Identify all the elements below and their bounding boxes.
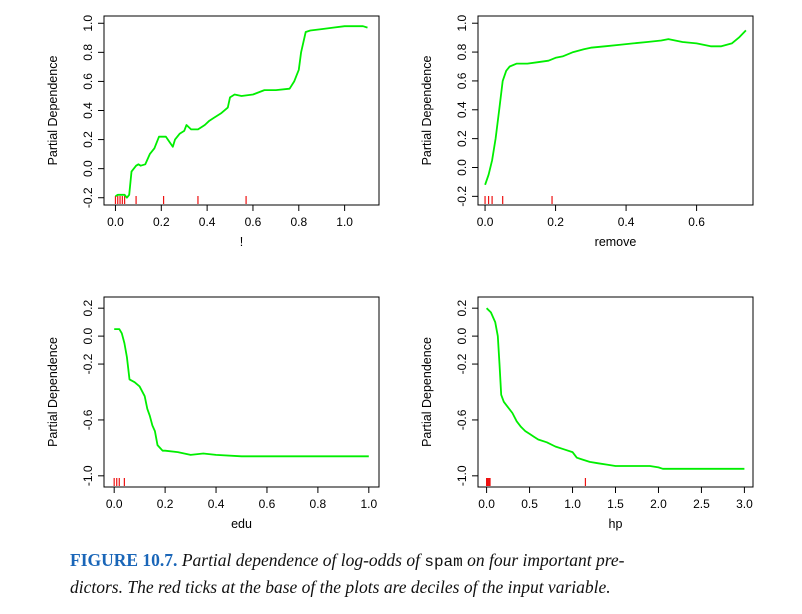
caption-text-after: on four important pre-	[467, 550, 625, 570]
y-axis-label: Partial Dependence	[46, 337, 60, 447]
x-tick-label: 0.5	[521, 497, 538, 511]
x-tick-label: 0.0	[107, 215, 124, 229]
x-tick-label: 1.0	[564, 497, 581, 511]
x-tick-label: 2.5	[693, 497, 710, 511]
y-tick-label: 0.8	[81, 44, 95, 61]
y-tick-label: 1.0	[455, 15, 469, 32]
x-tick-label: 0.6	[688, 215, 705, 229]
panel-edu: 0.0 0.2 0.4 0.6 0.8 1.0 edu -1.0 -0.6 -0.2 0.0 0.2 P…	[46, 296, 380, 531]
x-tick-label: 0.0	[477, 215, 494, 229]
y-tick-label: 0.2	[81, 131, 95, 148]
x-tick-label: 0.2	[547, 215, 564, 229]
x-axis-label: hp	[609, 517, 623, 531]
x-tick-label: 0.2	[157, 497, 174, 511]
plot-frame	[103, 296, 380, 488]
x-tick-label: 0.4	[208, 497, 225, 511]
x-axis-label: !	[240, 235, 243, 249]
x-axis-label: remove	[595, 235, 637, 249]
panel-remove: 0.0 0.2 0.4 0.6 remove -0.2 0.0 0.2 0.4 0.6 0.8 1.0…	[420, 15, 754, 249]
y-tick-label: 0.8	[455, 43, 469, 60]
y-tick-label: -0.2	[455, 186, 469, 207]
y-tick-label: 1.0	[81, 15, 95, 32]
y-tick-label: 0.2	[455, 130, 469, 147]
x-tick-label: 0.4	[199, 215, 216, 229]
y-tick-label: -0.2	[81, 353, 95, 374]
y-tick-label: 0.0	[81, 327, 95, 344]
x-tick-label: 0.4	[618, 215, 635, 229]
plot-frame	[477, 296, 754, 488]
y-tick-label: 0.2	[455, 300, 469, 317]
x-tick-label: 1.5	[607, 497, 624, 511]
x-tick-label: 0.8	[310, 497, 327, 511]
y-tick-label: -1.0	[455, 465, 469, 486]
dependence-curve	[115, 25, 368, 199]
y-tick-label: 0.0	[455, 159, 469, 176]
y-tick-label: -1.0	[81, 465, 95, 486]
x-tick-label: 0.6	[245, 215, 262, 229]
y-axis-label: Partial Dependence	[420, 337, 434, 447]
x-tick-label: 0.0	[106, 497, 123, 511]
figure-caption: FIGURE 10.7. Partial dependence of log-o…	[70, 548, 770, 600]
x-tick-label: 2.0	[650, 497, 667, 511]
caption-label: FIGURE 10.7.	[70, 550, 178, 570]
plot-frame	[477, 15, 754, 206]
plot-frame	[103, 15, 380, 206]
x-tick-label: 0.8	[290, 215, 307, 229]
panel-hp: 0.0 0.5 1.0 1.5 2.0 2.5 3.0 hp -1.0 -0.6 -0.2 0.0 0.…	[420, 296, 754, 531]
y-tick-label: 0.2	[81, 300, 95, 317]
caption-text-before: Partial dependence of log-odds of	[181, 550, 420, 570]
figure-panels: 0.0 0.2 0.4 0.6 0.8 1.0! -0.2 0.0 0.2 0.4 0.6 0.8 1.…	[46, 15, 754, 531]
dependence-curve	[484, 29, 747, 186]
x-axis-label: edu	[231, 517, 252, 531]
x-tick-label: 0.0	[478, 497, 495, 511]
x-tick-label: 1.0	[360, 497, 377, 511]
y-tick-label: 0.4	[81, 102, 95, 119]
y-tick-label: -0.2	[81, 187, 95, 208]
dependence-curve	[114, 328, 369, 458]
y-tick-label: 0.6	[455, 72, 469, 89]
dependence-curve	[485, 307, 745, 470]
y-tick-label: 0.0	[81, 160, 95, 177]
y-tick-label: -0.6	[455, 409, 469, 430]
y-tick-label: 0.0	[455, 327, 469, 344]
x-tick-label: 0.6	[259, 497, 276, 511]
y-tick-label: 0.4	[455, 101, 469, 118]
x-tick-label: 3.0	[736, 497, 753, 511]
x-tick-label: 0.2	[153, 215, 170, 229]
caption-code: spam	[424, 553, 463, 571]
y-tick-label: -0.2	[455, 353, 469, 374]
panel-exclamation: 0.0 0.2 0.4 0.6 0.8 1.0! -0.2 0.0 0.2 0.4 0.6 0.8 1.…	[46, 15, 380, 249]
y-tick-label: -0.6	[81, 409, 95, 430]
x-tick-label: 1.0	[336, 215, 353, 229]
caption-line2: dictors. The red ticks at the base of th…	[70, 577, 611, 597]
y-axis-label: Partial Dependence	[46, 56, 60, 166]
y-axis-label: Partial Dependence	[420, 56, 434, 166]
y-tick-label: 0.6	[81, 73, 95, 90]
